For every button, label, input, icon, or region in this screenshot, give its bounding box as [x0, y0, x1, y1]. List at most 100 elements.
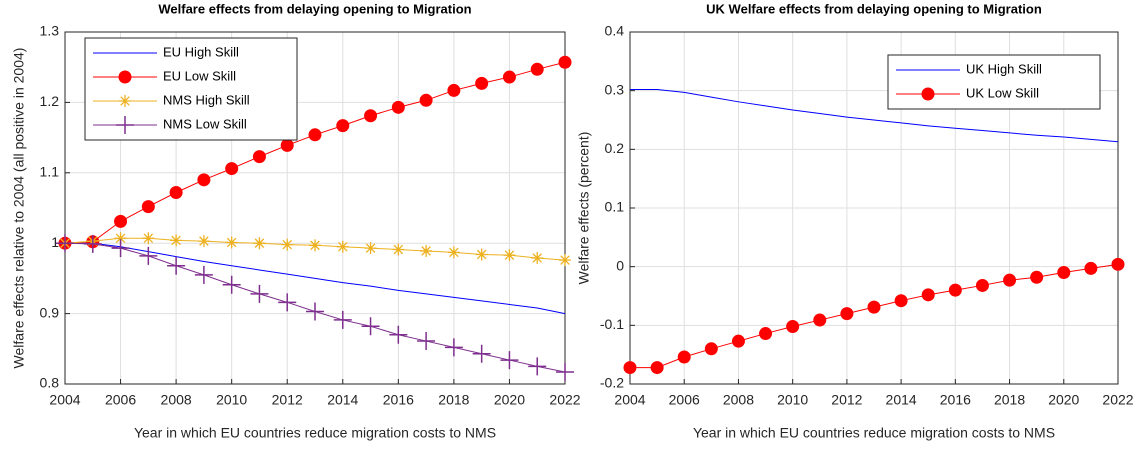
marker — [278, 293, 297, 312]
y-tick-label: 1 — [51, 234, 59, 250]
marker — [364, 109, 378, 123]
marker — [83, 234, 102, 253]
x-axis-label: Year in which EU countries reduce migrat… — [134, 425, 496, 441]
marker — [281, 238, 294, 251]
y-tick-label: -0.1 — [600, 316, 624, 332]
y-tick-label: 0.8 — [40, 375, 60, 391]
marker — [170, 234, 183, 247]
marker — [677, 350, 691, 364]
marker — [197, 235, 210, 248]
x-tick-label: 2020 — [494, 392, 525, 408]
marker — [444, 338, 463, 357]
marker — [139, 246, 158, 265]
marker — [389, 325, 408, 344]
marker — [333, 310, 352, 329]
marker — [1084, 261, 1098, 275]
legend-marker — [118, 70, 132, 84]
marker — [306, 302, 324, 321]
marker — [361, 317, 380, 336]
marker — [475, 76, 489, 90]
y-tick-label: 1.1 — [40, 164, 60, 180]
legend-marker — [119, 95, 131, 107]
marker — [252, 150, 266, 164]
legend-label: EU High Skill — [163, 44, 239, 59]
chart-panel: 2004 2006 2008 2010 2012 2014 2016 2018 2020 2022… — [576, 1, 1134, 440]
x-tick-label: 2022 — [1102, 392, 1133, 408]
marker — [194, 265, 213, 284]
marker — [309, 239, 321, 252]
chart-title: Welfare effects from delaying opening to… — [158, 1, 471, 16]
marker — [111, 239, 130, 258]
x-tick-label: 2018 — [438, 392, 469, 408]
marker — [475, 248, 488, 261]
marker — [280, 138, 294, 152]
x-tick-label: 2008 — [723, 392, 754, 408]
marker — [894, 294, 908, 308]
legend-label: UK Low Skill — [966, 85, 1039, 100]
marker — [921, 288, 935, 302]
x-tick-label: 2014 — [886, 392, 917, 408]
legend-label: NMS High Skill — [163, 92, 250, 107]
marker — [528, 357, 547, 376]
marker — [650, 361, 664, 375]
marker — [364, 242, 377, 255]
marker — [197, 173, 211, 187]
y-axis-label: Welfare effects relative to 2004 (all po… — [11, 48, 27, 369]
marker — [56, 234, 74, 253]
marker — [623, 361, 637, 375]
marker — [531, 251, 544, 264]
x-tick-label: 2022 — [549, 392, 580, 408]
marker — [500, 351, 519, 370]
marker — [222, 275, 241, 294]
axes-box — [629, 31, 1119, 385]
x-tick-label: 2020 — [1048, 392, 1079, 408]
y-tick-label: 1.3 — [40, 23, 60, 39]
y-tick-label: 0.1 — [605, 199, 625, 215]
y-tick-label: 0 — [616, 257, 624, 273]
marker — [336, 240, 349, 253]
marker — [336, 119, 350, 133]
marker — [530, 62, 544, 76]
marker — [225, 236, 238, 249]
marker — [225, 162, 239, 176]
marker — [308, 128, 322, 142]
marker — [704, 342, 718, 356]
marker — [417, 332, 436, 351]
y-tick-label: 0.2 — [605, 140, 625, 156]
marker — [420, 244, 433, 257]
marker — [114, 214, 128, 228]
marker — [786, 320, 800, 334]
chart-panel: 2004 2006 2008 2010 2012 2014 2016 2018 2020 2022… — [11, 1, 581, 440]
x-tick-label: 2016 — [383, 392, 414, 408]
y-tick-label: -0.2 — [600, 375, 624, 391]
marker — [813, 313, 827, 327]
x-tick-label: 2006 — [669, 392, 700, 408]
marker — [114, 232, 127, 245]
marker — [840, 307, 854, 321]
legend-box — [887, 54, 1101, 110]
marker — [1057, 266, 1071, 280]
y-tick-label: 0.9 — [40, 304, 60, 320]
marker — [250, 284, 269, 303]
legend-marker — [921, 87, 935, 101]
x-tick-label: 2004 — [49, 392, 80, 408]
axes-box — [64, 31, 566, 385]
marker — [1030, 270, 1044, 284]
x-tick-label: 2008 — [161, 392, 192, 408]
marker — [503, 249, 516, 262]
marker — [169, 186, 183, 200]
legend-label: EU Low Skill — [163, 68, 236, 83]
marker — [502, 70, 516, 84]
x-tick-label: 2010 — [216, 392, 247, 408]
y-axis-label: Welfare effects (percent) — [576, 132, 592, 285]
marker — [867, 300, 881, 314]
marker — [253, 237, 266, 250]
marker — [447, 83, 461, 97]
marker — [472, 344, 491, 363]
legend-box — [84, 37, 298, 141]
marker — [558, 55, 572, 69]
legend-label: UK High Skill — [966, 61, 1042, 76]
marker — [447, 246, 460, 259]
marker — [559, 254, 571, 267]
